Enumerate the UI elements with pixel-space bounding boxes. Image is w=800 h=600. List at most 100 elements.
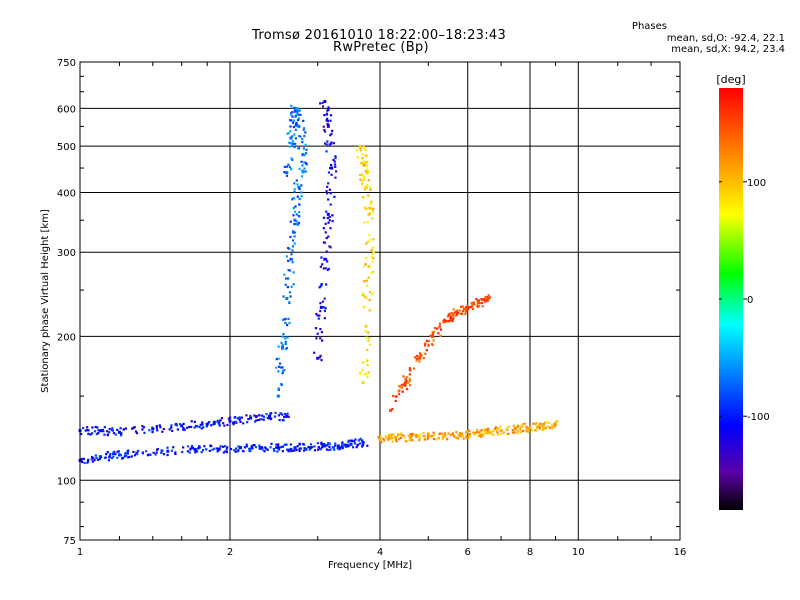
data-point [301, 141, 304, 144]
data-point [367, 170, 370, 174]
data-point [443, 318, 446, 321]
data-point [326, 212, 330, 216]
data-point [170, 449, 174, 452]
data-point [117, 430, 121, 434]
data-point [297, 215, 301, 218]
data-point [309, 443, 313, 446]
data-point [245, 445, 248, 448]
data-point [321, 300, 325, 303]
data-point [325, 150, 328, 153]
data-point [365, 279, 368, 282]
data-point [280, 341, 283, 345]
data-point [273, 449, 276, 453]
data-point [453, 435, 456, 438]
data-point [351, 446, 355, 449]
x-tick-label: 8 [527, 547, 533, 558]
data-point [296, 223, 300, 226]
data-point [404, 440, 407, 443]
data-point [91, 432, 94, 435]
data-point [283, 171, 286, 174]
data-point [415, 357, 418, 360]
data-point [502, 431, 505, 434]
data-point [438, 322, 442, 325]
data-point [191, 446, 195, 450]
data-point [366, 284, 369, 287]
data-point [527, 427, 530, 431]
data-point [347, 440, 350, 444]
data-point [264, 447, 268, 450]
data-point [294, 123, 297, 126]
data-point [295, 179, 298, 182]
data-point [116, 450, 119, 453]
data-point [210, 444, 213, 448]
data-point [379, 434, 383, 438]
data-point [553, 422, 557, 426]
data-point [389, 435, 392, 438]
data-point [275, 358, 278, 361]
data-point [358, 144, 362, 148]
data-point [322, 267, 325, 270]
data-point [481, 305, 484, 308]
data-point [322, 445, 325, 448]
data-point [103, 433, 106, 436]
data-point [194, 451, 197, 454]
data-point [513, 427, 516, 431]
data-point [371, 260, 374, 263]
data-point [105, 453, 108, 456]
data-point [461, 305, 464, 308]
data-point [318, 314, 321, 317]
data-point [327, 235, 330, 238]
data-point [278, 418, 281, 422]
data-point [367, 265, 371, 269]
data-point [506, 432, 509, 436]
data-point [363, 206, 366, 209]
data-point [383, 439, 386, 442]
data-point [240, 416, 243, 419]
data-point [343, 443, 346, 446]
legend-heading: Phases [631, 21, 667, 32]
data-point [155, 426, 158, 430]
data-point [293, 190, 296, 193]
data-point [439, 334, 442, 337]
data-point [291, 135, 294, 138]
data-point [366, 160, 369, 163]
data-point [541, 424, 545, 428]
data-point [298, 197, 301, 201]
data-point [218, 421, 221, 424]
data-point [466, 305, 470, 309]
data-point [297, 113, 300, 116]
data-point [166, 449, 170, 453]
data-point [278, 448, 281, 451]
data-point [455, 310, 459, 314]
data-point [419, 433, 422, 436]
data-point [449, 316, 452, 319]
data-point [459, 312, 462, 315]
data-point [496, 427, 500, 430]
data-point [468, 429, 471, 432]
data-point [111, 453, 114, 456]
data-point [287, 277, 290, 280]
data-point [118, 453, 121, 456]
data-point [88, 433, 92, 436]
data-point [141, 428, 144, 431]
data-point [283, 165, 286, 169]
data-point [288, 145, 292, 148]
data-point [486, 428, 489, 432]
data-point [477, 305, 480, 308]
data-point [355, 446, 358, 449]
data-point [237, 445, 240, 448]
data-point [460, 432, 464, 435]
data-point [328, 143, 331, 146]
data-point [361, 381, 365, 385]
x-tick-label: 4 [377, 547, 383, 558]
data-point [131, 427, 134, 430]
data-point [484, 296, 487, 299]
data-point [369, 238, 372, 241]
data-point [366, 348, 369, 352]
data-point [331, 129, 334, 132]
data-point [252, 444, 255, 447]
data-point [358, 438, 361, 441]
data-point [155, 451, 158, 454]
data-point [288, 247, 291, 251]
data-point [402, 434, 405, 437]
